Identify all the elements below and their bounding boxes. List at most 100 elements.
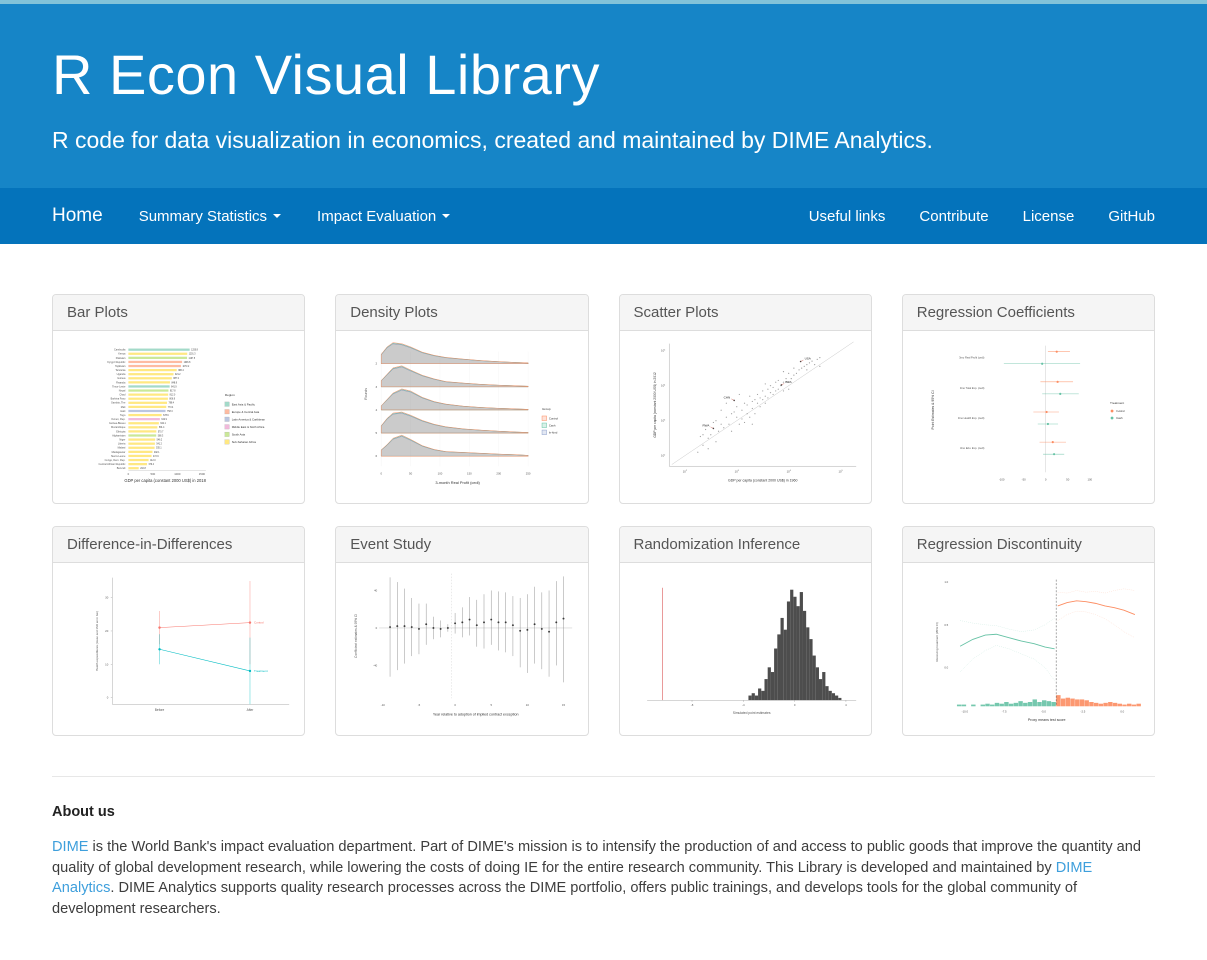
svg-text:887.3: 887.3 <box>173 378 179 380</box>
svg-text:678.9: 678.9 <box>163 415 169 417</box>
svg-text:-100: -100 <box>999 477 1005 481</box>
svg-text:Kyrgyz Republic: Kyrgyz Republic <box>107 361 126 364</box>
navbar-right: Useful links Contribute License GitHub <box>809 208 1155 225</box>
card-randomization-inference[interactable]: Randomization Inference -8 -4 0 4 Simulated p… <box>618 526 872 736</box>
card-chart-area: 0.0 0.5 1.0 -10.0 -7.5 -5.0 -2.5 0.0 Proxy means… <box>903 563 1154 735</box>
svg-text:Point Estimates & 95% CI: Point Estimates & 95% CI <box>931 390 935 429</box>
card-bar-plots[interactable]: Bar Plots Cambodia 1250.8 Kenya 1201.3 Pakist… <box>52 294 306 504</box>
svg-text:817.8: 817.8 <box>170 390 176 392</box>
nav-link-useful-links[interactable]: Useful links <box>808 207 886 225</box>
svg-text:Uganda: Uganda <box>117 373 126 376</box>
svg-text:1201.3: 1201.3 <box>189 354 197 356</box>
randomization-inference-thumbnail: -8 -4 0 4 Simulated point estimates <box>646 587 856 715</box>
card-regression-discontinuity[interactable]: Regression Discontinuity 0.0 0.5 1.0 -10.0 -7… <box>901 526 1155 736</box>
svg-text:104: 104 <box>786 469 790 473</box>
svg-text:-7.5: -7.5 <box>1002 709 1007 713</box>
svg-text:812.0: 812.0 <box>170 395 176 397</box>
svg-text:In-kind: In-kind <box>549 431 558 435</box>
svg-text:105: 105 <box>838 469 842 473</box>
nav-dropdown-summary-statistics[interactable]: Summary Statistics <box>138 207 282 225</box>
svg-text:0: 0 <box>455 703 457 707</box>
svg-text:210.8: 210.8 <box>140 468 146 470</box>
svg-text:100: 100 <box>1087 477 1092 481</box>
site-title: R Econ Visual Library <box>52 43 600 106</box>
svg-text:-5: -5 <box>418 703 421 707</box>
svg-text:Afghanistan: Afghanistan <box>112 434 126 437</box>
dime-analytics-link[interactable]: DIME Analytics <box>52 859 1093 897</box>
svg-text:0: 0 <box>381 471 383 475</box>
svg-text:0.5: 0.5 <box>944 623 948 627</box>
svg-text:642.9: 642.9 <box>161 419 167 421</box>
svg-text:0: 0 <box>793 703 795 707</box>
svg-text:In-kind: In-kind <box>1116 409 1125 413</box>
svg-text:500: 500 <box>151 472 156 476</box>
dime-link[interactable]: DIME <box>52 839 89 855</box>
svg-text:-10: -10 <box>381 703 385 707</box>
card-title: Scatter Plots <box>619 295 871 331</box>
card-event-study[interactable]: Event Study -40 0 40 -10 -5 0 5 10 15 Year relativ… <box>335 526 589 736</box>
svg-text:Congo, Dem. Rep.: Congo, Dem. Rep. <box>105 459 126 462</box>
svg-text:Cash: Cash <box>549 424 556 428</box>
svg-text:Ethiopia: Ethiopia <box>116 430 126 433</box>
svg-text:-2.5: -2.5 <box>1080 709 1085 713</box>
svg-text:773.4: 773.4 <box>168 407 174 409</box>
svg-text:986.4: 986.4 <box>178 370 184 372</box>
svg-text:-10.0: -10.0 <box>961 709 968 713</box>
svg-text:Rounds: Rounds <box>364 388 368 400</box>
svg-text:1.0: 1.0 <box>944 580 948 584</box>
svg-text:5: 5 <box>376 431 378 435</box>
regression-coefficients-thumbnail: 3mo Real Profit (cedi) 3mo Total Exp. (ce… <box>931 345 1125 481</box>
svg-text:After: After <box>247 708 255 712</box>
svg-text:0: 0 <box>1045 477 1047 481</box>
card-regression-coefficients[interactable]: Regression Coefficients 3mo Real Profit (… <box>901 294 1155 504</box>
svg-text:Pakistan: Pakistan <box>116 357 126 360</box>
svg-text:4: 4 <box>845 703 847 707</box>
card-scatter-plots[interactable]: Scatter Plots USA BRA CHN RWA 102 103 104 105 102… <box>618 294 872 504</box>
svg-text:0.0: 0.0 <box>944 666 948 670</box>
svg-text:15: 15 <box>562 703 566 707</box>
svg-text:10: 10 <box>526 703 530 707</box>
nav-link-license[interactable]: License <box>1022 207 1075 225</box>
nav-dropdown-impact-evaluation[interactable]: Impact Evaluation <box>317 208 451 225</box>
svg-text:10: 10 <box>105 662 109 666</box>
svg-text:Tanzania: Tanzania <box>115 369 126 372</box>
svg-text:-5.0: -5.0 <box>1041 709 1046 713</box>
svg-text:Togo: Togo <box>120 414 126 417</box>
svg-text:Control: Control <box>254 621 264 625</box>
svg-text:Sierra Leone: Sierra Leone <box>111 455 126 458</box>
svg-text:591.4: 591.4 <box>159 427 165 429</box>
svg-text:Malawi: Malawi <box>118 447 126 450</box>
bar-plots-thumbnail: Cambodia 1250.8 Kenya 1201.3 Pakistan 1197.5 K… <box>99 348 266 483</box>
nav-link-contribute[interactable]: Contribute <box>919 207 989 225</box>
svg-text:0: 0 <box>376 626 378 630</box>
svg-text:Rwanda: Rwanda <box>116 381 126 384</box>
svg-text:Simulated point estimates: Simulated point estimates <box>732 711 770 715</box>
svg-text:Yemen, Rep.: Yemen, Rep. <box>111 418 126 421</box>
svg-text:102: 102 <box>682 469 686 473</box>
svg-text:East Asia & Pacific: East Asia & Pacific <box>232 403 256 407</box>
site-subtitle: R code for data visualization in economi… <box>52 127 933 153</box>
svg-text:Chad: Chad <box>119 394 126 397</box>
svg-text:Sub-Saharan Africa: Sub-Saharan Africa <box>232 440 257 444</box>
svg-text:Region: Region <box>225 393 235 397</box>
nav-dropdown-label: Summary Statistics <box>138 207 268 225</box>
svg-text:0: 0 <box>107 696 109 700</box>
svg-text:1000: 1000 <box>174 472 181 476</box>
svg-text:GDP per capita (constant 2000: GDP per capita (constant 2000 US$) in 19… <box>728 478 797 482</box>
svg-text:Haiti: Haiti <box>120 410 125 413</box>
card-difference-in-differences[interactable]: Difference-in-Differences 0 10 20 30 Control T… <box>52 526 306 736</box>
card-density-plots[interactable]: Density Plots 2 3 4 5 6 Rounds 0 50 100 150 200 250 3… <box>335 294 589 504</box>
density-plots-thumbnail: 2 3 4 5 6 Rounds 0 50 100 150 200 250 3-month Real P… <box>364 342 559 485</box>
svg-text:South Asia: South Asia <box>232 433 246 437</box>
card-chart-area: 2 3 4 5 6 Rounds 0 50 100 150 200 250 3-month Real P… <box>336 331 587 503</box>
svg-text:Liberia: Liberia <box>118 443 126 446</box>
caret-down-icon <box>442 214 451 218</box>
svg-text:102: 102 <box>661 454 665 458</box>
svg-text:Burkina Faso: Burkina Faso <box>111 398 126 401</box>
svg-text:Latin America & Caribbean: Latin America & Caribbean <box>232 418 266 422</box>
svg-text:1500: 1500 <box>199 472 206 476</box>
nav-link-github[interactable]: GitHub <box>1108 207 1155 225</box>
nav-home-link[interactable]: Home <box>52 205 103 226</box>
svg-text:40: 40 <box>374 588 378 592</box>
navbar-left: Home Summary Statistics Impact Evaluation <box>52 205 451 227</box>
